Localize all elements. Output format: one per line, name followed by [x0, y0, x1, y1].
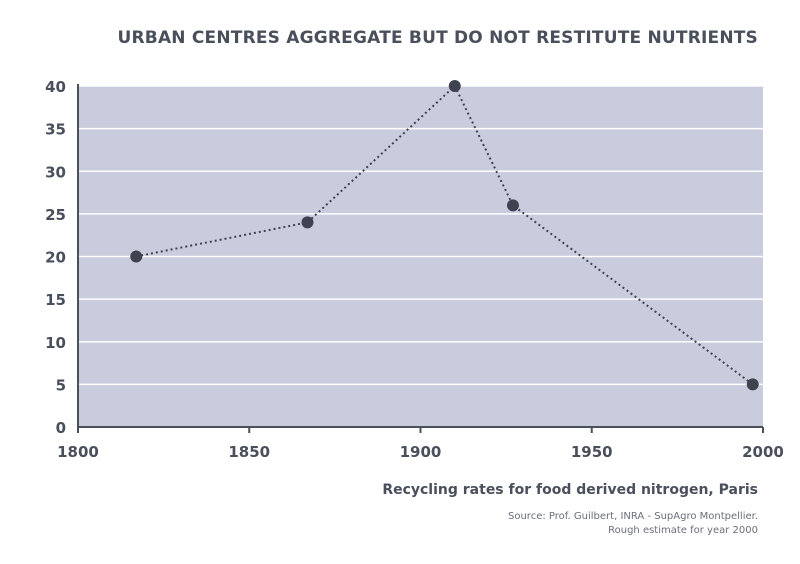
chart-subtitle: Recycling rates for food derived nitroge… — [382, 482, 758, 498]
y-tick-label: 40 — [45, 78, 66, 96]
x-tick-label: 1950 — [571, 443, 613, 461]
y-tick-label: 25 — [45, 206, 66, 224]
data-point — [301, 216, 314, 229]
y-tick-label: 10 — [45, 334, 66, 352]
data-point — [506, 199, 519, 212]
y-tick-label: 0 — [56, 419, 66, 437]
data-point — [448, 80, 461, 92]
data-point — [130, 250, 143, 263]
y-tick-label: 5 — [56, 376, 66, 394]
source-line-1: Source: Prof. Guilbert, INRA - SupAgro M… — [508, 511, 758, 522]
y-tick-label: 20 — [45, 249, 66, 267]
x-tick-label: 1900 — [400, 443, 442, 461]
x-tick-label: 1800 — [57, 443, 99, 461]
chart-title: URBAN CENTRES AGGREGATE BUT DO NOT RESTI… — [117, 28, 758, 48]
x-tick-label: 2000 — [742, 443, 784, 461]
data-point — [746, 378, 759, 391]
y-tick-label: 35 — [45, 121, 66, 139]
y-tick-label: 30 — [45, 163, 66, 181]
source-line-2: Rough estimate for year 2000 — [608, 525, 758, 536]
source-note: Source: Prof. Guilbert, INRA - SupAgro M… — [508, 510, 758, 538]
y-tick-label: 15 — [45, 291, 66, 309]
x-tick-label: 1850 — [228, 443, 270, 461]
